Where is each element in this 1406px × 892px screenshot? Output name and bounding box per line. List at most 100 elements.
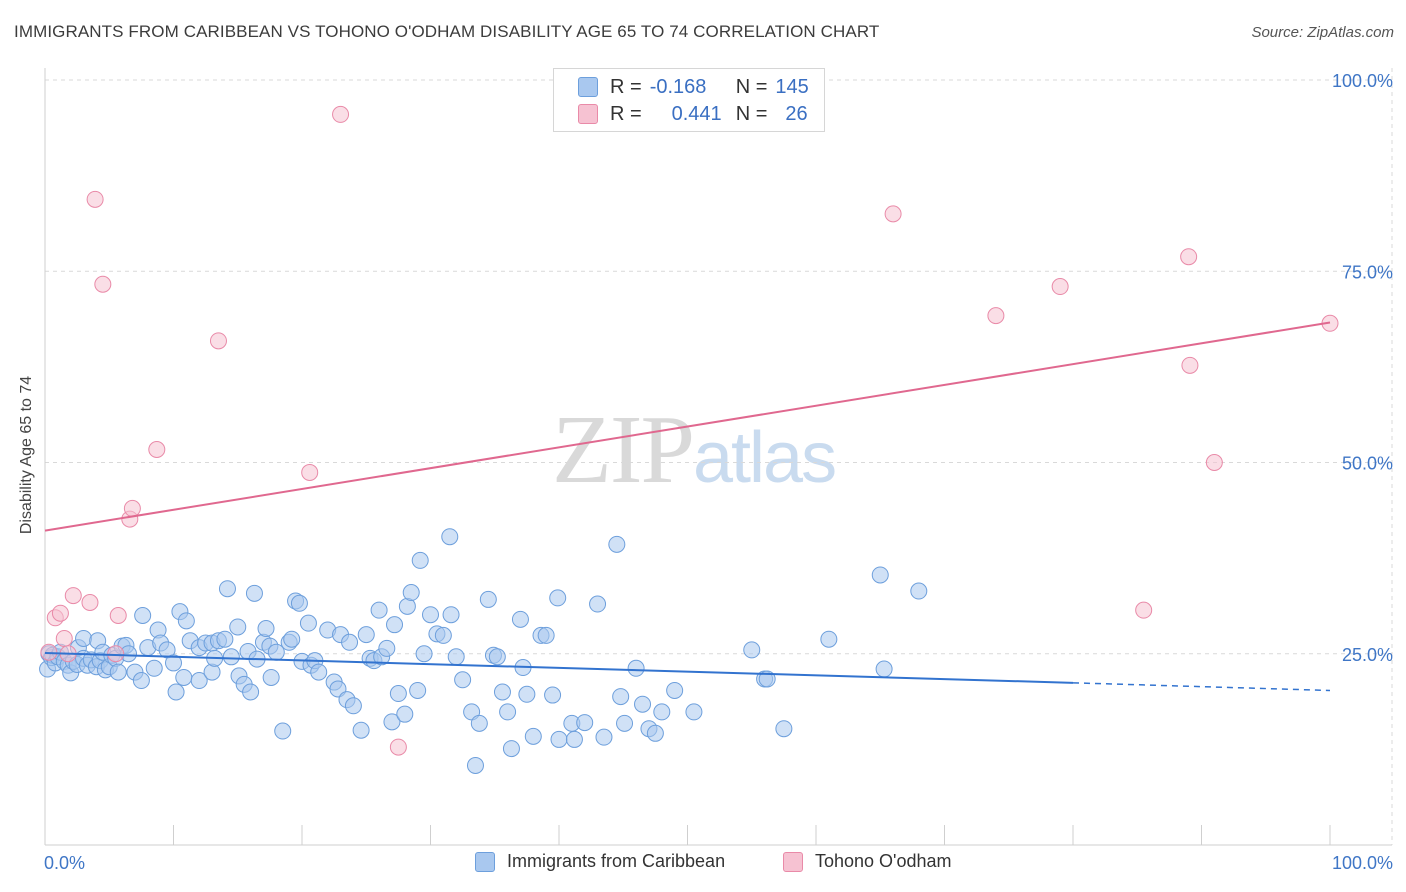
caribbean-point: [466, 756, 484, 774]
point-layer: [39, 105, 1339, 774]
y-tick-label: 25.0%: [1342, 645, 1393, 665]
trend-layer: [44, 321, 1331, 692]
caribbean-point: [145, 659, 163, 677]
x-tick-label: 0.0%: [44, 853, 85, 873]
tohono-point: [55, 629, 73, 647]
y-tick-label: 100.0%: [1332, 71, 1393, 91]
tohono-point: [123, 499, 141, 517]
caribbean-point: [646, 724, 664, 742]
tohono-point: [389, 738, 407, 756]
legend-r-value: 0.441: [671, 102, 722, 125]
caribbean-point: [470, 714, 488, 732]
caribbean-point: [447, 648, 465, 666]
caribbean-point: [262, 668, 280, 686]
caribbean-point: [441, 528, 459, 546]
caribbean-point: [499, 703, 517, 721]
caribbean-point: [283, 630, 301, 648]
caribbean-point: [411, 551, 429, 569]
bottom-legend-caribbean: Immigrants from Caribbean: [475, 851, 725, 872]
bottom-legend-tohono: Tohono O'odham: [783, 851, 952, 872]
caribbean-point: [389, 685, 407, 703]
legend-swatch-blue: [578, 77, 598, 97]
watermark-zip: ZIP: [552, 396, 695, 504]
legend-row-caribbean: R = -0.168 N = 145: [578, 75, 809, 99]
y-tick-label: 75.0%: [1342, 262, 1393, 282]
caribbean-point: [743, 641, 761, 659]
legend-n-label: N =: [735, 75, 768, 98]
legend-row-tohono: R = 0.441 N = 26: [578, 102, 808, 126]
caribbean-point: [544, 686, 562, 704]
caribbean-point: [775, 720, 793, 738]
x-tick-label: 100.0%: [1332, 853, 1393, 873]
bottom-legend-label-blue: Immigrants from Caribbean: [507, 851, 726, 871]
caribbean-point: [820, 630, 838, 648]
caribbean-point: [409, 681, 427, 699]
caribbean-point: [134, 607, 152, 624]
caribbean-point: [167, 683, 185, 701]
bottom-legend-swatch-blue: [475, 851, 495, 872]
tohono-point: [1180, 248, 1198, 266]
caribbean-point: [549, 589, 567, 607]
caribbean-point: [299, 614, 317, 632]
tohono-point: [81, 593, 99, 611]
tohono-point: [107, 645, 125, 663]
legend-r-label: R =: [610, 102, 642, 125]
caribbean-point: [634, 695, 652, 713]
caribbean-point: [222, 648, 240, 666]
caribbean-point: [550, 730, 568, 748]
caribbean-point: [290, 594, 308, 612]
tick-label-layer: 25.0% 50.0% 75.0% 100.0% 0.0% 100.0%: [44, 71, 1393, 873]
caribbean-point: [229, 618, 247, 636]
caribbean-point: [132, 672, 150, 690]
legend-r-value: -0.168: [649, 75, 707, 98]
caribbean-point: [257, 620, 275, 638]
caribbean-point: [442, 606, 460, 624]
caribbean-point: [627, 659, 645, 677]
legend-n-value: 145: [775, 75, 809, 98]
caribbean-point: [537, 626, 555, 644]
tohono-point: [301, 463, 319, 481]
caribbean-point: [218, 580, 236, 598]
grid-layer: [45, 68, 1393, 845]
stats-legend: R = -0.168 N = 145 R = 0.441 N = 26: [553, 68, 825, 132]
caribbean-point: [386, 616, 404, 634]
tohono-point: [86, 190, 104, 208]
legend-swatch-pink: [578, 104, 598, 124]
caribbean-point: [165, 654, 182, 672]
caribbean-point: [242, 683, 260, 701]
caribbean-point: [576, 714, 594, 732]
tohono-point: [1205, 454, 1223, 471]
caribbean-point: [175, 668, 193, 686]
caribbean-point: [524, 727, 542, 745]
axis-layer: [44, 68, 1392, 846]
caribbean-point: [245, 584, 263, 602]
chart-title: IMMIGRANTS FROM CARIBBEAN VS TOHONO O'OD…: [14, 22, 880, 41]
bottom-legend-swatch-pink: [783, 851, 803, 872]
caribbean-point: [357, 626, 375, 644]
source-label: Source: ZipAtlas.com: [1251, 24, 1394, 41]
caribbean-point: [502, 740, 520, 758]
watermark-atlas: atlas: [693, 418, 837, 498]
bottom-legend-label-pink: Tohono O'odham: [815, 851, 952, 871]
caribbean-point: [216, 630, 234, 648]
caribbean-point: [589, 595, 607, 613]
caribbean-trend-line: [44, 651, 1074, 684]
caribbean-point: [415, 645, 433, 663]
caribbean-point: [518, 685, 536, 703]
caribbean-point: [434, 626, 452, 644]
caribbean-point: [875, 660, 893, 678]
caribbean-point: [666, 681, 684, 699]
tohono-point: [884, 205, 902, 223]
caribbean-point: [493, 683, 511, 701]
caribbean-point: [422, 606, 439, 624]
tohono-point: [1181, 356, 1199, 374]
caribbean-point: [511, 610, 529, 628]
caribbean-point: [565, 730, 583, 748]
tohono-point: [64, 587, 82, 605]
caribbean-point: [396, 705, 414, 723]
y-tick-label: 50.0%: [1342, 454, 1393, 474]
caribbean-point: [203, 663, 221, 681]
caribbean-point: [190, 672, 208, 690]
caribbean-point: [488, 648, 506, 666]
